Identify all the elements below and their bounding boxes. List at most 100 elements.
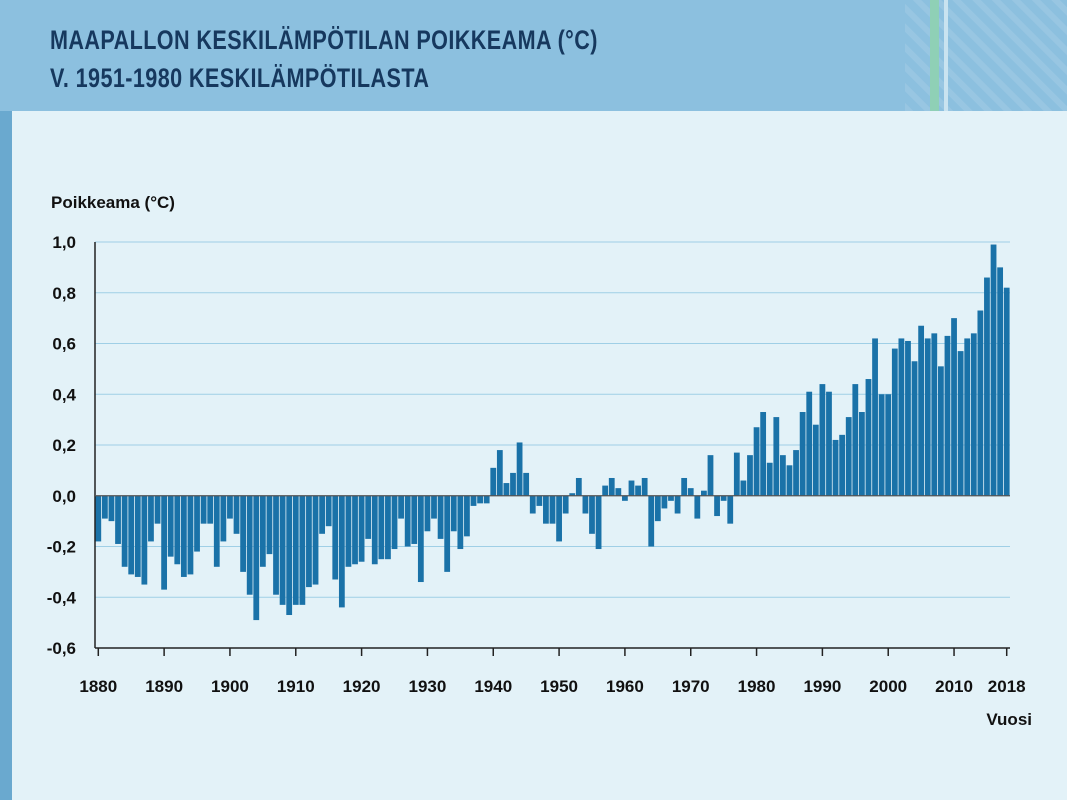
bar-1974 (714, 495, 720, 517)
bar-1979 (747, 455, 753, 496)
bar-1985 (786, 465, 793, 496)
bar-1903 (246, 495, 253, 595)
bar-1946 (529, 495, 536, 514)
bar-1994 (845, 417, 852, 496)
x-tick-label: 1970 (672, 677, 710, 696)
bar-1893 (180, 495, 187, 577)
bar-2003 (905, 340, 911, 496)
bar-2006 (924, 338, 931, 496)
y-tick-label: 0,8 (52, 284, 76, 303)
bar-1923 (378, 495, 385, 560)
y-tick-label: 0,6 (52, 335, 76, 354)
bar-series (95, 244, 1010, 621)
bar-1928 (411, 495, 418, 544)
bar-2011 (957, 351, 964, 496)
bar-1896 (200, 495, 207, 524)
x-tick-label: 1940 (474, 677, 512, 696)
y-tick-label: 0,2 (52, 436, 76, 455)
y-axis-title: Poikkeama (°C) (51, 193, 175, 212)
bar-1935 (457, 495, 464, 550)
bar-1958 (608, 477, 615, 496)
bar-1951 (562, 495, 569, 514)
bar-2016 (990, 244, 997, 496)
bar-1959 (615, 488, 622, 496)
x-tick-label: 1960 (606, 677, 644, 696)
x-tick-labels: 1880 1890 1900 1910 1920 1930 1940 1950 1960 1970… (79, 677, 1025, 696)
bar-1933 (444, 495, 451, 572)
bar-1899 (220, 495, 227, 542)
bar-2004 (911, 361, 918, 496)
bar-1919 (352, 495, 358, 565)
bar-1916 (332, 495, 339, 580)
bar-2007 (931, 333, 938, 496)
bar-1948 (543, 495, 549, 524)
bar-1965 (654, 495, 661, 522)
bar-1993 (839, 434, 846, 496)
bar-1941 (496, 450, 503, 496)
left-accent-stripe (0, 0, 12, 800)
bar-1925 (391, 495, 398, 550)
bar-1955 (589, 495, 595, 534)
x-tick-label: 1910 (277, 677, 315, 696)
bar-1945 (523, 472, 530, 496)
x-tick-label: 1920 (343, 677, 381, 696)
bar-1943 (510, 472, 516, 496)
bar-1956 (595, 495, 602, 550)
x-tick-label: 1930 (409, 677, 447, 696)
y-tick-label: -0,4 (47, 588, 77, 607)
bar-1927 (404, 495, 411, 547)
bar-1911 (299, 495, 306, 605)
bar-1886 (134, 495, 141, 577)
bar-1940 (490, 467, 497, 496)
bar-1892 (174, 495, 181, 565)
bar-1947 (536, 495, 543, 506)
bar-1989 (812, 424, 819, 496)
bar-1937 (470, 495, 477, 506)
bar-1991 (826, 391, 832, 496)
bar-2010 (951, 318, 957, 496)
axes (94, 242, 1010, 656)
bar-2015 (984, 277, 990, 496)
bar-1931 (431, 495, 437, 519)
bar-1987 (799, 412, 806, 496)
bar-1889 (154, 495, 161, 524)
bar-1887 (141, 495, 148, 585)
header-decoration-line (944, 0, 948, 111)
bar-1998 (872, 338, 878, 496)
bar-1920 (358, 495, 365, 562)
bar-1954 (582, 495, 589, 514)
bar-1884 (121, 495, 128, 567)
bar-2017 (997, 267, 1004, 496)
bar-1908 (279, 495, 286, 605)
bar-1909 (286, 495, 293, 616)
bar-1971 (694, 495, 701, 519)
bar-1950 (556, 495, 562, 542)
bar-1888 (148, 495, 154, 542)
bar-1953 (575, 477, 582, 496)
bar-1975 (720, 495, 727, 501)
bar-1930 (424, 495, 431, 532)
bar-1910 (292, 495, 299, 605)
chart-area: Poikkeama (°C) Vuosi 1,0 0,8 0,6 0,4 0,2 0,0 -… (47, 193, 1032, 729)
bar-1952 (569, 493, 576, 496)
bar-1897 (207, 495, 214, 524)
bar-1905 (259, 495, 266, 567)
bar-1957 (602, 485, 609, 496)
bar-1895 (194, 495, 200, 552)
bar-1970 (687, 488, 694, 496)
x-tick-label: 1900 (211, 677, 249, 696)
x-tick-label: 1990 (803, 677, 841, 696)
bar-1934 (450, 495, 457, 532)
bar-1990 (819, 384, 826, 496)
bar-1938 (477, 495, 483, 504)
bar-1881 (101, 495, 108, 519)
bar-2013 (970, 333, 977, 496)
bar-1961 (628, 480, 635, 496)
bar-1978 (740, 480, 747, 496)
x-tick-label: 2000 (869, 677, 907, 696)
bar-1996 (858, 412, 865, 496)
bar-1898 (213, 495, 220, 567)
bar-1967 (668, 495, 674, 501)
bar-1969 (681, 477, 688, 496)
bar-1973 (707, 455, 714, 496)
